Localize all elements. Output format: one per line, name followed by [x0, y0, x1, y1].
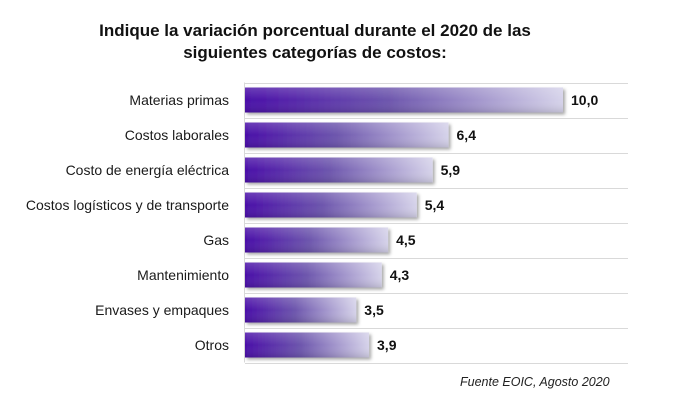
category-label: Costos logísticos y de transporte [26, 197, 229, 213]
bar-shade [245, 157, 433, 183]
bar-group [245, 87, 563, 113]
bar-group [245, 157, 433, 183]
value-label: 5,4 [425, 197, 445, 213]
bar-shade [245, 122, 449, 148]
bar-group [245, 122, 449, 148]
bars [245, 87, 563, 358]
value-label: 4,3 [390, 267, 410, 283]
category-label: Costos laborales [125, 127, 229, 143]
source-note: Fuente EOIC, Agosto 2020 [460, 375, 610, 389]
category-label: Costo de energía eléctrica [66, 162, 230, 178]
bar-shade [245, 87, 563, 113]
value-label: 5,9 [441, 162, 461, 178]
value-label: 6,4 [457, 127, 477, 143]
category-label: Materias primas [129, 92, 229, 108]
chart-title-line-1: Indique la variación porcentual durante … [99, 21, 531, 40]
category-label: Envases y empaques [95, 302, 229, 318]
chart-title: Indique la variación porcentual durante … [0, 20, 630, 64]
category-label: Mantenimiento [137, 267, 229, 283]
category-label: Gas [203, 232, 229, 248]
value-label: 4,5 [396, 232, 416, 248]
bar-group [245, 297, 357, 323]
bar-group [245, 227, 389, 253]
bar-shade [245, 332, 370, 358]
value-label: 3,9 [377, 337, 397, 353]
chart-title-line-2: siguientes categorías de costos: [183, 43, 447, 62]
bar-group [245, 192, 417, 218]
bar-shade [245, 262, 382, 288]
category-label: Otros [195, 337, 229, 353]
bar-shade [245, 297, 357, 323]
gridlines [244, 82, 628, 364]
labels: Materias primas 10,0 Costos laborales 6,4 Co… [26, 92, 599, 353]
bar-group [245, 262, 382, 288]
bar-shade [245, 192, 417, 218]
value-label: 3,5 [364, 302, 384, 318]
bar-shade [245, 227, 389, 253]
bar-group [245, 332, 370, 358]
value-label: 10,0 [571, 92, 598, 108]
